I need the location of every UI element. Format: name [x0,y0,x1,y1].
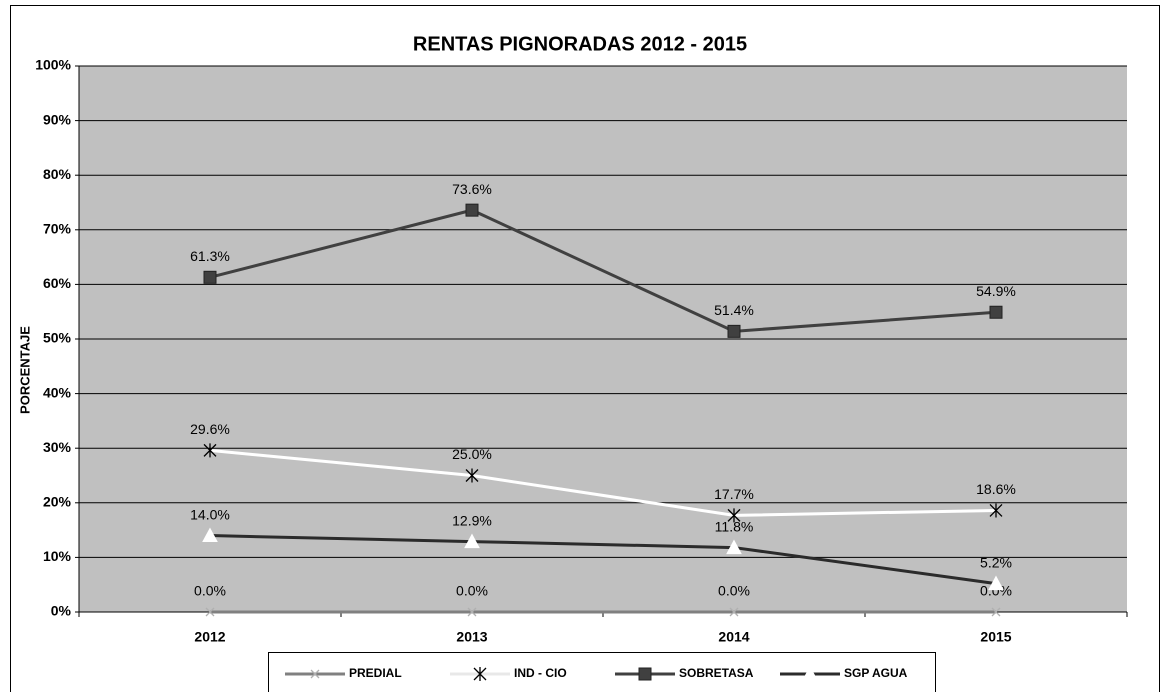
data-label: 14.0% [190,506,230,522]
marker [465,468,479,483]
legend-label: PREDIAL [349,666,402,680]
legend-label: SGP AGUA [844,666,908,680]
marker [473,667,487,681]
y-tick-label: 50% [43,330,72,346]
data-label: 51.4% [714,302,754,318]
y-tick-label: 100% [35,57,71,73]
marker [991,607,1001,617]
marker [726,539,742,555]
data-label: 17.7% [714,486,754,502]
marker [464,533,480,549]
marker [465,203,479,217]
marker [310,669,320,679]
series-line [209,448,997,517]
data-label: 25.0% [452,446,492,462]
marker [202,527,218,543]
y-tick-label: 90% [43,111,72,127]
y-tick-label: 10% [43,548,72,564]
data-label: 0.0% [980,583,1012,599]
y-tick-label: 60% [43,275,72,291]
data-label: 54.9% [976,283,1016,299]
x-tick-label: 2015 [980,629,1011,645]
data-label: 18.6% [976,481,1016,497]
series-line [209,534,997,586]
data-label: 12.9% [452,512,492,528]
data-label: 11.8% [715,518,754,534]
data-label: 5.2% [980,554,1012,570]
marker [638,667,652,681]
x-tick-label: 2013 [456,629,487,645]
marker [467,607,477,617]
marker [203,443,217,458]
y-tick-label: 70% [43,221,72,237]
marker [727,508,741,523]
data-label: 0.0% [456,583,488,599]
y-tick-label: 30% [43,439,72,455]
data-label: 61.3% [190,248,230,264]
legend-label: SOBRETASA [679,666,754,680]
marker [988,575,1004,591]
y-axis-label: PORCENTAJE [17,326,32,414]
marker [989,503,1003,518]
marker [205,607,215,617]
marker [802,665,818,681]
data-label: 0.0% [194,583,226,599]
marker [989,305,1003,319]
data-label: 29.6% [190,421,230,437]
series-line [209,208,997,333]
data-label: 0.0% [718,583,750,599]
marker [203,270,217,284]
data-label: 73.6% [452,181,492,197]
x-tick-label: 2012 [194,629,225,645]
x-tick-label: 2014 [718,629,749,645]
y-tick-label: 20% [43,494,72,510]
marker [727,324,741,338]
chart-title: RENTAS PIGNORADAS 2012 - 2015 [413,33,747,55]
marker [729,607,739,617]
y-tick-label: 40% [43,384,72,400]
legend [268,652,936,692]
legend-label: IND - CIO [514,666,567,680]
y-tick-label: 0% [51,603,72,619]
y-tick-label: 80% [43,166,72,182]
